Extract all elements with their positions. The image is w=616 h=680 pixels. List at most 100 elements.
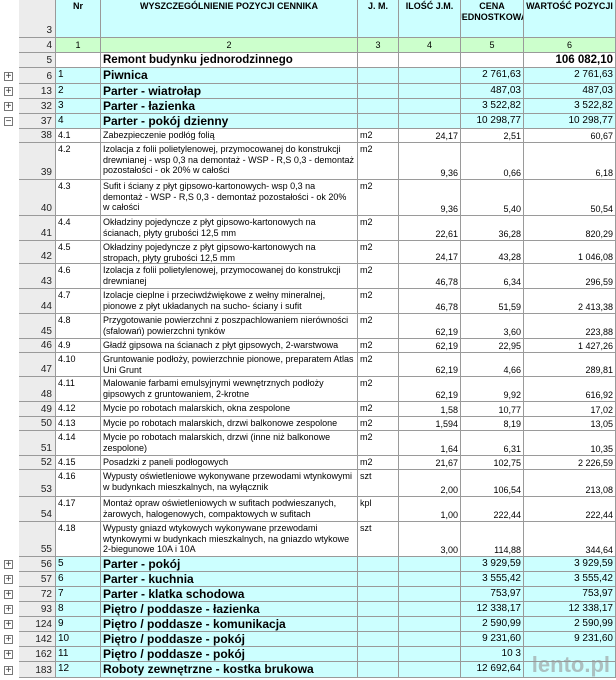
cell: 223,88: [524, 314, 616, 339]
cell: [358, 53, 399, 68]
cell-text: 3 555,42: [574, 572, 613, 584]
cell: 3 929,59: [461, 557, 524, 572]
cell-text: 4.18: [58, 523, 76, 533]
cell-text: ILOŚĆ J.M.: [405, 1, 454, 11]
column-header: J. M.: [358, 0, 399, 38]
cell-text: 487,03: [582, 84, 613, 96]
cell-text: 3,60: [503, 326, 521, 337]
cell-text: 289,81: [585, 364, 613, 375]
cell-text: 4.16: [58, 471, 76, 481]
cell-text: 10 298,77: [476, 114, 522, 126]
cell-text: Sufit i ściany z płyt gipsowo-kartonowyc…: [103, 181, 347, 212]
description-cell: Piętro / poddasze - pokój: [101, 632, 358, 647]
cell-text: 12: [58, 663, 70, 675]
cell-text: 5,40: [503, 203, 521, 214]
cell-text: m2: [360, 403, 373, 413]
cell-text: 51: [40, 442, 52, 454]
row-header: 183: [19, 662, 56, 678]
outline-toggle[interactable]: +: [4, 634, 13, 645]
cell: [399, 114, 461, 129]
outline-toggle[interactable]: +: [4, 70, 13, 82]
cell-text: 12 338,17: [476, 602, 522, 614]
cell-text: 38: [40, 129, 52, 141]
outline-toggle[interactable]: +: [4, 86, 13, 97]
cell-text: 40: [40, 202, 52, 214]
cell: 2 761,63: [461, 68, 524, 84]
outline-toggle[interactable]: +: [4, 664, 13, 676]
cell: 9,36: [399, 143, 461, 180]
cell-text: 753,97: [582, 587, 613, 599]
cell-text: 1: [75, 39, 81, 50]
cell: [399, 647, 461, 662]
cell: 106,54: [461, 470, 524, 497]
column-number: 5: [461, 38, 524, 53]
cell: kpl: [358, 497, 399, 522]
description-cell: Mycie po robotach malarskich, drzwi balk…: [101, 417, 358, 431]
cell: 9: [56, 617, 101, 632]
description-cell: Parter - kuchnia: [101, 572, 358, 587]
cell: 2,51: [461, 129, 524, 143]
cell: [399, 68, 461, 84]
row-header: 6: [19, 68, 56, 84]
cell-text: Izolacje cieplne i przeciwdźwiękowe z we…: [103, 290, 326, 311]
cell: [358, 617, 399, 632]
description-cell: Gładź gipsowa na ścianach z płyt gipsowy…: [101, 339, 358, 353]
cell: 4.13: [56, 417, 101, 431]
cell-text: 4.1: [58, 130, 71, 140]
outline-toggle[interactable]: +: [4, 559, 13, 570]
cell-text: szt: [360, 523, 372, 533]
description-cell: Zabezpieczenie podłóg folią: [101, 129, 358, 143]
cell-text: 43,28: [498, 251, 521, 262]
cell-text: 1,594: [435, 418, 458, 429]
cell: 5,40: [461, 180, 524, 216]
row-header: 48: [19, 377, 56, 402]
cell: 9,36: [399, 180, 461, 216]
cell: 12 338,17: [461, 602, 524, 617]
cell: 2,00: [399, 470, 461, 497]
outline-toggle[interactable]: +: [4, 604, 13, 615]
cell: szt: [358, 470, 399, 497]
cell-text: Gruntowanie podłoży, powierzchnie pionow…: [103, 354, 354, 375]
description-cell: Roboty zewnętrzne - kostka brukowa: [101, 662, 358, 678]
outline-toggle[interactable]: +: [4, 649, 13, 660]
outline-toggle[interactable]: +: [4, 574, 13, 585]
cell: 24,17: [399, 241, 461, 264]
cell: [358, 587, 399, 602]
cell-text: 51,59: [498, 301, 521, 312]
cell-text: 3 522,82: [574, 99, 613, 111]
row-header: 93: [19, 602, 56, 617]
description-cell: Parter - wiatrołap: [101, 84, 358, 99]
cell: 60,67: [524, 129, 616, 143]
outline-toggle[interactable]: +: [4, 619, 13, 630]
cell-text: m2: [360, 217, 373, 227]
cell: 9 231,60: [461, 632, 524, 647]
cell: m2: [358, 180, 399, 216]
cell-text: 2 590,99: [574, 617, 613, 629]
column-header: CENA JEDNOSTKOWA: [461, 0, 524, 38]
cell: 616,92: [524, 377, 616, 402]
cell-text: Wypusty gniazd wtykowych wykonywane prze…: [103, 523, 350, 554]
cell: 3 522,82: [524, 99, 616, 114]
cell-text: 3: [46, 24, 52, 36]
cell: [399, 84, 461, 99]
cell-text: 9,92: [503, 389, 521, 400]
cell-text: 47: [40, 363, 52, 375]
cell: 213,08: [524, 470, 616, 497]
cell-text: m2: [360, 315, 373, 325]
cell: 4.7: [56, 289, 101, 314]
cell: [399, 587, 461, 602]
cell: 21,67: [399, 456, 461, 470]
outline-toggle[interactable]: −: [4, 116, 13, 127]
cell-text: Remont budynku jednorodzinnego: [103, 53, 293, 66]
cell: 6,34: [461, 264, 524, 289]
cell-text: 12 338,17: [568, 602, 614, 614]
cell: [399, 602, 461, 617]
outline-toggle[interactable]: +: [4, 101, 13, 112]
cell-text: 10 3: [501, 647, 521, 659]
cell-text: 4.14: [58, 432, 76, 442]
description-cell: Piętro / poddasze - łazienka: [101, 602, 358, 617]
cell-text: 10: [58, 632, 70, 644]
outline-toggle[interactable]: +: [4, 589, 13, 600]
description-cell: Wypusty oświetleniowe wykonywane przewod…: [101, 470, 358, 497]
